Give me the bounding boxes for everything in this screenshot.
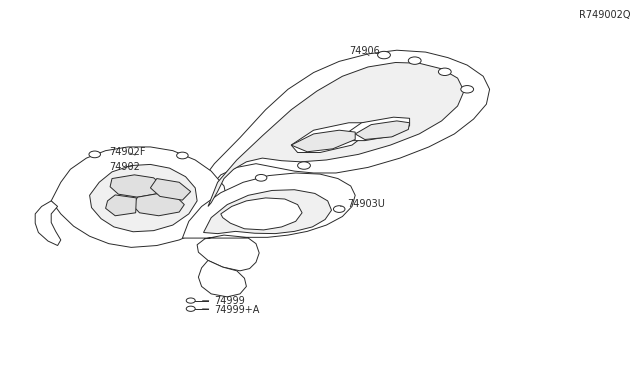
Circle shape (298, 162, 310, 169)
Polygon shape (132, 193, 184, 216)
Polygon shape (291, 123, 371, 153)
Circle shape (89, 151, 100, 158)
Polygon shape (189, 50, 490, 212)
Polygon shape (35, 201, 61, 246)
Circle shape (461, 86, 474, 93)
Polygon shape (355, 121, 410, 140)
Circle shape (186, 298, 195, 303)
Circle shape (177, 152, 188, 159)
Circle shape (333, 206, 345, 212)
Polygon shape (291, 130, 355, 152)
Polygon shape (90, 164, 197, 232)
Polygon shape (198, 260, 246, 297)
Circle shape (378, 51, 390, 59)
Text: 74902: 74902 (109, 162, 140, 171)
Polygon shape (106, 195, 136, 216)
Circle shape (186, 306, 195, 311)
Polygon shape (204, 190, 332, 234)
Polygon shape (182, 173, 355, 271)
Polygon shape (221, 198, 302, 230)
Text: R749002Q: R749002Q (579, 10, 630, 20)
Polygon shape (110, 175, 163, 197)
Circle shape (438, 68, 451, 76)
Circle shape (255, 174, 267, 181)
Circle shape (408, 57, 421, 64)
Polygon shape (208, 62, 464, 206)
Text: 74999+A: 74999+A (202, 305, 260, 314)
Text: 74903U: 74903U (340, 199, 385, 209)
Polygon shape (346, 117, 410, 141)
Text: 74999: 74999 (202, 296, 245, 305)
Polygon shape (51, 147, 227, 247)
Text: 74902F: 74902F (109, 147, 145, 157)
Text: 74906: 74906 (349, 46, 380, 56)
Polygon shape (150, 179, 191, 200)
